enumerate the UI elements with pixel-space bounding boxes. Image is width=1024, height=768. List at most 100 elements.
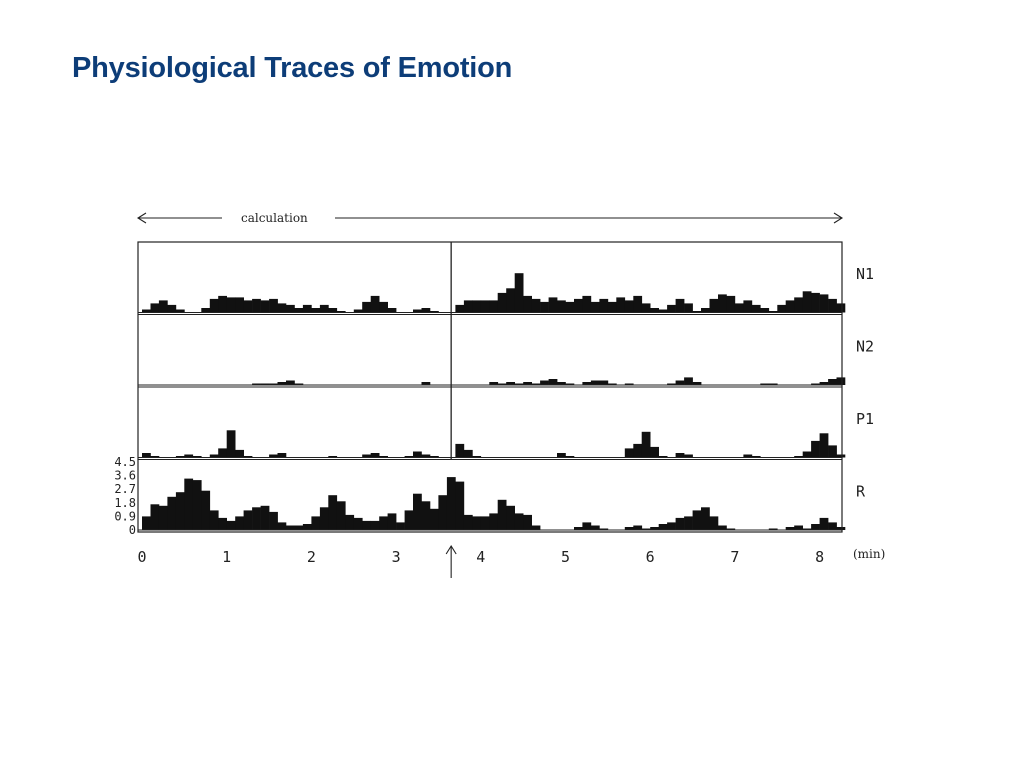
bar-n2: [269, 383, 278, 385]
bar-n1: [175, 309, 185, 313]
bar-n1: [328, 308, 338, 313]
bar-n2: [565, 383, 575, 385]
bar-p1: [379, 456, 388, 458]
bar-n2: [675, 380, 685, 385]
bar-r: [150, 504, 160, 530]
bar-p1: [226, 430, 236, 458]
bar-n1: [158, 300, 168, 313]
bar-r: [701, 507, 710, 530]
y-tick-label: 4.5: [114, 455, 136, 469]
x-tick-label: 8: [815, 548, 824, 566]
bar-n1: [379, 301, 388, 313]
bar-p1: [658, 456, 668, 458]
bar-n1: [201, 308, 211, 313]
bar-p1: [828, 445, 837, 458]
bar-p1: [836, 454, 846, 458]
panel-label-n1: N1: [856, 265, 874, 283]
bar-r: [463, 514, 473, 530]
bar-r: [624, 527, 634, 530]
bar-p1: [472, 456, 482, 458]
bar-r: [370, 520, 380, 530]
bar-p1: [192, 456, 202, 458]
bar-r: [718, 525, 727, 530]
bar-p1: [404, 456, 414, 458]
y-tick-label: 0: [129, 523, 136, 537]
bar-n1: [277, 303, 287, 313]
bar-n1: [540, 301, 549, 313]
bar-n1: [167, 304, 177, 313]
bar-r: [260, 505, 270, 530]
event-arrow-head: [445, 544, 457, 555]
bar-r: [531, 525, 541, 530]
bar-n2: [667, 383, 676, 385]
bar-p1: [277, 453, 287, 458]
bar-r: [286, 525, 295, 530]
bar-p1: [328, 456, 338, 458]
bar-r: [404, 510, 414, 530]
x-tick-label: 1: [222, 548, 231, 566]
bar-r: [167, 496, 177, 530]
bar-p1: [362, 454, 371, 458]
bar-n1: [455, 304, 465, 313]
bar-r: [506, 505, 515, 530]
bar-n2: [548, 379, 558, 385]
bar-p1: [370, 453, 380, 458]
bar-n1: [641, 303, 651, 313]
bar-r: [379, 516, 388, 530]
bar-p1: [455, 443, 465, 458]
bar-r: [633, 525, 643, 530]
bar-n2: [523, 382, 532, 385]
bar-p1: [142, 453, 151, 458]
bar-r: [201, 490, 211, 530]
bar-r: [726, 528, 736, 530]
bar-p1: [743, 454, 753, 458]
bar-n1: [421, 308, 431, 313]
bar-p1: [175, 456, 185, 458]
bar-n2: [277, 382, 287, 385]
bar-p1: [751, 456, 761, 458]
bar-n1: [599, 298, 609, 313]
bar-n1: [718, 294, 727, 313]
bar-p1: [811, 440, 820, 458]
bar-n2: [286, 380, 295, 385]
bar-r: [294, 525, 304, 530]
series-n2: [252, 377, 846, 385]
bar-r: [175, 492, 185, 530]
bar-n1: [311, 308, 321, 313]
bar-r: [675, 517, 685, 530]
bar-p1: [269, 454, 278, 458]
annotation-layer: calculation: [136, 211, 844, 225]
bar-n2: [692, 382, 702, 385]
bar-p1: [684, 454, 693, 458]
bar-n2: [582, 382, 592, 385]
bar-n2: [506, 382, 515, 385]
bar-n2: [828, 379, 837, 385]
bar-p1: [675, 453, 685, 458]
bar-n1: [768, 311, 778, 313]
bar-r: [709, 516, 719, 530]
bar-r: [252, 507, 261, 530]
bar-r: [472, 516, 482, 530]
bar-r: [413, 493, 422, 530]
bar-n1: [260, 300, 270, 313]
bar-r: [582, 522, 592, 530]
bar-r: [684, 516, 693, 530]
bar-n1: [616, 297, 626, 313]
y-tick-label: 0.9: [114, 509, 136, 523]
bar-n1: [836, 303, 846, 313]
bar-n1: [582, 295, 592, 313]
bar-n1: [794, 297, 803, 313]
bar-p1: [218, 448, 227, 458]
bar-n1: [497, 292, 507, 313]
bar-n2: [531, 383, 541, 385]
bar-r: [311, 516, 321, 530]
panel-label-r: R: [856, 483, 866, 501]
bar-r: [811, 524, 820, 530]
bar-r: [277, 522, 287, 530]
bar-r: [692, 510, 702, 530]
bar-p1: [430, 456, 439, 458]
x-axis-unit-label: (min): [853, 547, 885, 561]
bar-n2: [294, 383, 304, 385]
